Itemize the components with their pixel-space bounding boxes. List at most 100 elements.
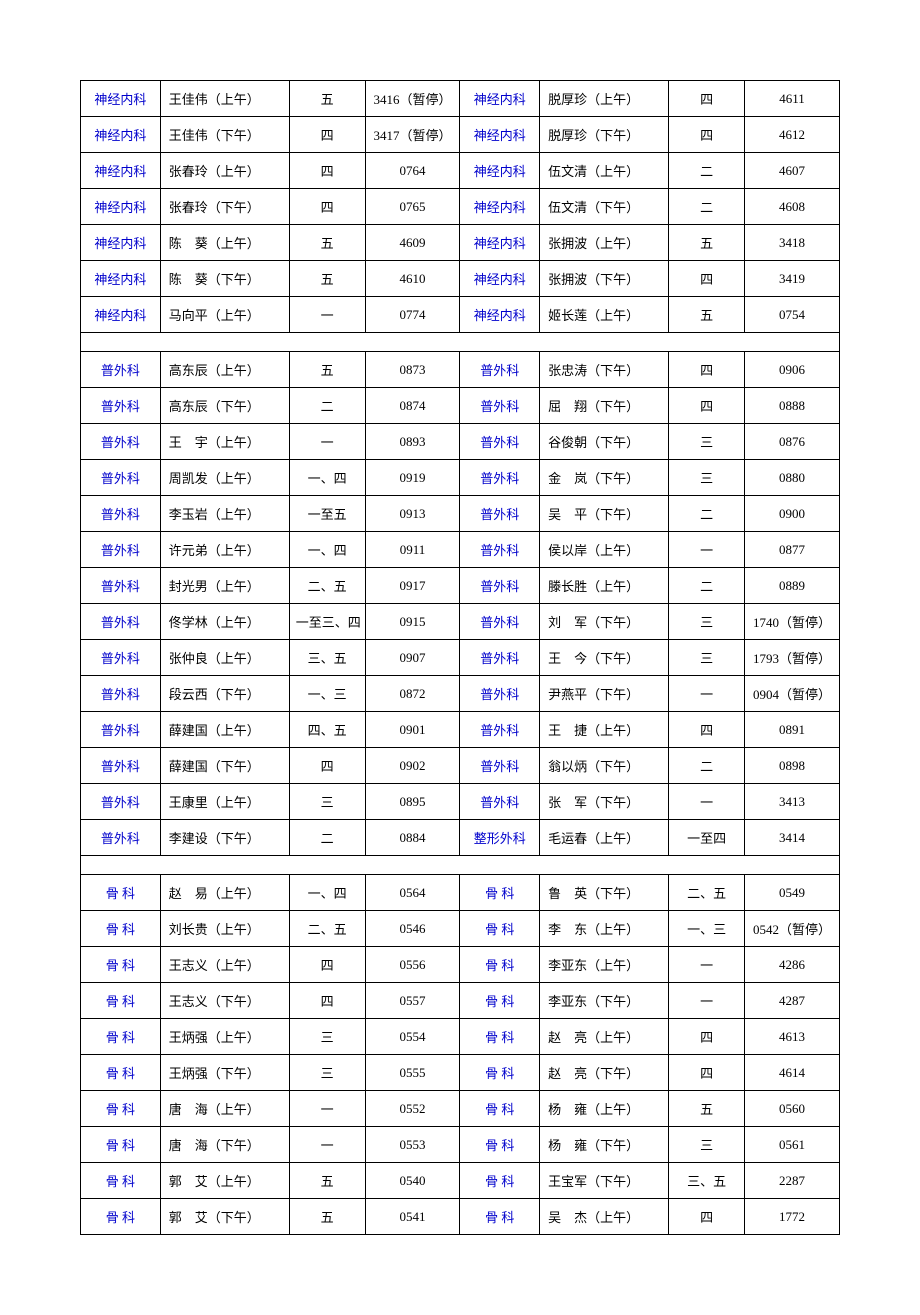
day-cell: 五: [289, 352, 365, 388]
section-spacer: [81, 333, 840, 352]
dept-cell: 普外科: [460, 604, 540, 640]
name-cell: 杨 雍（上午）: [540, 1091, 669, 1127]
day-cell: 五: [669, 225, 745, 261]
table-row: 骨 科赵 易（上午）一、四0564骨 科鲁 英（下午）二、五0549: [81, 875, 840, 911]
day-cell: 二: [669, 189, 745, 225]
day-cell: 一: [289, 1127, 365, 1163]
dept-cell: 神经内科: [460, 117, 540, 153]
name-cell: 姬长莲（上午）: [540, 297, 669, 333]
day-cell: 五: [669, 1091, 745, 1127]
schedule-table: 神经内科王佳伟（上午）五3416（暂停）神经内科脱厚珍（上午）四4611神经内科…: [80, 80, 840, 1235]
day-cell: 三: [669, 604, 745, 640]
day-cell: 四: [669, 261, 745, 297]
table-row: 普外科高东辰（下午）二0874普外科屈 翔（下午）四0888: [81, 388, 840, 424]
code-cell: 0546: [365, 911, 460, 947]
code-cell: 0560: [745, 1091, 840, 1127]
code-cell: 0561: [745, 1127, 840, 1163]
day-cell: 五: [669, 297, 745, 333]
schedule-page: 神经内科王佳伟（上午）五3416（暂停）神经内科脱厚珍（上午）四4611神经内科…: [0, 0, 920, 1315]
day-cell: 二、五: [289, 568, 365, 604]
dept-cell: 骨 科: [81, 1127, 161, 1163]
code-cell: 1772: [745, 1199, 840, 1235]
table-row: 神经内科张春玲（下午）四0765神经内科伍文清（下午）二4608: [81, 189, 840, 225]
code-cell: 0893: [365, 424, 460, 460]
dept-cell: 普外科: [81, 568, 161, 604]
name-cell: 李亚东（下午）: [540, 983, 669, 1019]
day-cell: 三: [289, 1019, 365, 1055]
day-cell: 一: [669, 983, 745, 1019]
day-cell: 三、五: [289, 640, 365, 676]
table-row: 骨 科刘长贵（上午）二、五0546骨 科李 东（上午）一、三0542（暂停）: [81, 911, 840, 947]
dept-cell: 普外科: [81, 820, 161, 856]
code-cell: 0556: [365, 947, 460, 983]
code-cell: 0541: [365, 1199, 460, 1235]
day-cell: 一: [669, 532, 745, 568]
code-cell: 0906: [745, 352, 840, 388]
code-cell: 3417（暂停）: [365, 117, 460, 153]
dept-cell: 普外科: [460, 784, 540, 820]
name-cell: 脱厚珍（下午）: [540, 117, 669, 153]
spacer-cell: [81, 333, 840, 352]
day-cell: 一: [289, 424, 365, 460]
code-cell: 4612: [745, 117, 840, 153]
code-cell: 4608: [745, 189, 840, 225]
dept-cell: 骨 科: [81, 875, 161, 911]
name-cell: 张春玲（上午）: [160, 153, 289, 189]
dept-cell: 普外科: [460, 676, 540, 712]
code-cell: 0907: [365, 640, 460, 676]
dept-cell: 神经内科: [460, 81, 540, 117]
code-cell: 0915: [365, 604, 460, 640]
table-row: 骨 科郭 艾（下午）五0541骨 科吴 杰（上午）四1772: [81, 1199, 840, 1235]
table-row: 普外科薛建国（下午）四0902普外科翁以炳（下午）二0898: [81, 748, 840, 784]
code-cell: 2287: [745, 1163, 840, 1199]
code-cell: 0880: [745, 460, 840, 496]
name-cell: 唐 海（上午）: [160, 1091, 289, 1127]
name-cell: 陈 葵（上午）: [160, 225, 289, 261]
dept-cell: 普外科: [460, 532, 540, 568]
day-cell: 二: [669, 496, 745, 532]
code-cell: 4607: [745, 153, 840, 189]
table-row: 神经内科陈 葵（下午）五4610神经内科张拥波（下午）四3419: [81, 261, 840, 297]
code-cell: 0872: [365, 676, 460, 712]
name-cell: 高东辰（下午）: [160, 388, 289, 424]
name-cell: 王佳伟（下午）: [160, 117, 289, 153]
dept-cell: 普外科: [460, 388, 540, 424]
dept-cell: 神经内科: [81, 189, 161, 225]
table-row: 神经内科王佳伟（下午）四3417（暂停）神经内科脱厚珍（下午）四4612: [81, 117, 840, 153]
dept-cell: 普外科: [81, 676, 161, 712]
table-row: 普外科许元弟（上午）一、四0911普外科侯以岸（上午）一0877: [81, 532, 840, 568]
dept-cell: 神经内科: [81, 297, 161, 333]
code-cell: 4610: [365, 261, 460, 297]
day-cell: 四: [669, 117, 745, 153]
name-cell: 王炳强（上午）: [160, 1019, 289, 1055]
name-cell: 毛运春（上午）: [540, 820, 669, 856]
name-cell: 薛建国（上午）: [160, 712, 289, 748]
name-cell: 脱厚珍（上午）: [540, 81, 669, 117]
day-cell: 五: [289, 261, 365, 297]
dept-cell: 神经内科: [460, 189, 540, 225]
name-cell: 佟学林（上午）: [160, 604, 289, 640]
table-row: 神经内科陈 葵（上午）五4609神经内科张拥波（上午）五3418: [81, 225, 840, 261]
code-cell: 0754: [745, 297, 840, 333]
day-cell: 三: [669, 424, 745, 460]
day-cell: 二: [669, 748, 745, 784]
dept-cell: 神经内科: [460, 297, 540, 333]
code-cell: 3419: [745, 261, 840, 297]
dept-cell: 骨 科: [81, 911, 161, 947]
name-cell: 屈 翔（下午）: [540, 388, 669, 424]
name-cell: 伍文清（上午）: [540, 153, 669, 189]
name-cell: 张忠涛（下午）: [540, 352, 669, 388]
day-cell: 四、五: [289, 712, 365, 748]
day-cell: 三: [669, 640, 745, 676]
day-cell: 一、三: [289, 676, 365, 712]
table-row: 骨 科王志义（上午）四0556骨 科李亚东（上午）一4286: [81, 947, 840, 983]
name-cell: 李玉岩（上午）: [160, 496, 289, 532]
dept-cell: 骨 科: [81, 983, 161, 1019]
name-cell: 李建设（下午）: [160, 820, 289, 856]
name-cell: 王志义（下午）: [160, 983, 289, 1019]
code-cell: 0900: [745, 496, 840, 532]
day-cell: 四: [669, 712, 745, 748]
day-cell: 一至五: [289, 496, 365, 532]
table-row: 普外科薛建国（上午）四、五0901普外科王 捷（上午）四0891: [81, 712, 840, 748]
day-cell: 四: [289, 947, 365, 983]
